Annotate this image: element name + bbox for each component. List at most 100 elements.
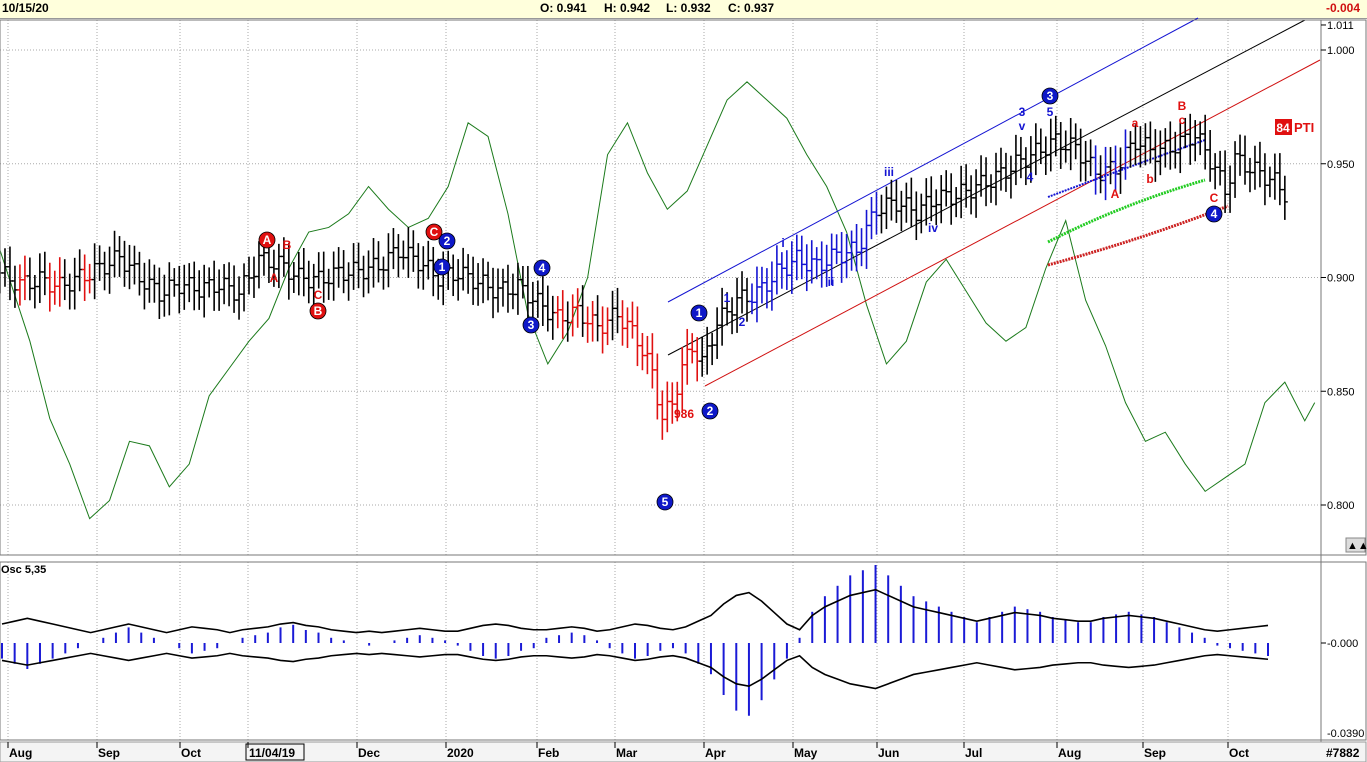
price-bar: [798, 235, 805, 280]
price-bar: [519, 265, 526, 299]
green-line: [0, 81, 1316, 520]
x-label-box: [245, 743, 305, 761]
price-bar: [584, 306, 591, 343]
price-bar: [818, 241, 825, 288]
price-bar: [495, 268, 501, 313]
wave-label: 2: [444, 234, 451, 248]
price-bar: [166, 262, 173, 316]
x-tick-label: May: [794, 746, 818, 760]
open-value: O: 0.941: [540, 1, 587, 15]
price-bar: [958, 165, 965, 219]
wave-label: iii: [884, 165, 894, 179]
price-bar: [216, 269, 223, 311]
x-tick-label: Apr: [705, 746, 726, 760]
price-bar: [649, 333, 656, 389]
wave-label-circle: [309, 302, 327, 320]
price-bars[interactable]: [0, 113, 1288, 440]
price-bar: [1157, 130, 1164, 176]
price-bar: [1107, 147, 1114, 185]
wave-label: 1: [696, 306, 703, 320]
price-bar: [71, 257, 78, 310]
wave-label-circle: [1041, 87, 1059, 105]
grid-lines: [0, 20, 1321, 555]
price-bar: [803, 244, 810, 292]
x-tick-label: Feb: [538, 746, 559, 760]
price-bar: [16, 264, 23, 306]
price-bar: [988, 174, 995, 203]
price-bar: [121, 240, 128, 287]
price-bar: [1202, 114, 1209, 170]
pti-value: 84: [1276, 121, 1290, 135]
price-bar: [126, 244, 133, 290]
wave-label: 5: [1047, 105, 1054, 119]
price-bar: [659, 390, 666, 440]
wave-label: 3: [1019, 105, 1026, 119]
wave-label: C: [1210, 191, 1219, 205]
price-bar: [325, 268, 332, 300]
price-bar: [450, 254, 457, 297]
price-bar: [589, 301, 596, 342]
x-tick-label: 2020: [447, 746, 474, 760]
price-bar: [758, 266, 765, 304]
price-bar: [1187, 113, 1194, 165]
osc-y-tick-label: -0.000: [1327, 638, 1358, 650]
wave-label: B: [1178, 99, 1187, 113]
wave-label: ii: [828, 275, 835, 289]
price-bar: [490, 267, 497, 319]
wave-label: 2: [707, 404, 714, 418]
wave-label: 4: [1211, 207, 1218, 221]
price-bar: [76, 249, 83, 292]
price-bar: [390, 228, 397, 270]
price-bar: [559, 290, 566, 339]
wave-label: 3: [528, 318, 535, 332]
x-tick-label: Aug: [1058, 746, 1081, 760]
price-bar: [226, 262, 233, 307]
price-bar: [176, 265, 183, 314]
price-bar: [315, 252, 322, 289]
change-value: -0.004: [1326, 1, 1361, 15]
price-bar: [908, 177, 915, 228]
price-bar: [136, 251, 143, 296]
price-bar: [848, 230, 855, 271]
wave-label-circle: [433, 258, 451, 276]
price-bar: [420, 246, 427, 290]
price-bar: [146, 259, 153, 303]
price-bar: [1266, 166, 1273, 198]
price-bar: [943, 170, 950, 207]
price-bar: [1037, 128, 1044, 165]
price-bar: [1, 248, 8, 287]
price-bar: [1246, 157, 1253, 193]
price-bar: [300, 247, 307, 297]
price-bar: [1102, 146, 1109, 201]
price-bar: [370, 238, 377, 288]
price-bar: [933, 189, 940, 226]
price-bar: [898, 190, 905, 232]
wave-label-circle: [258, 231, 276, 249]
price-bar: [997, 147, 1004, 191]
wave-label-circle: [522, 316, 540, 334]
price-bar: [948, 173, 955, 225]
wave-label: C: [430, 225, 439, 239]
price-bar: [375, 241, 382, 283]
channel-upper-blue: [667, 17, 1199, 303]
price-bar: [524, 265, 531, 323]
price-bar: [783, 250, 790, 290]
price-bar: [111, 230, 118, 278]
price-bar: [778, 252, 785, 289]
price-bar: [928, 176, 935, 222]
price-bar: [186, 263, 193, 303]
price-bar: [853, 224, 860, 272]
chart-header: 10/15/20 O: 0.941 H: 0.942 L: 0.932 C: 0…: [0, 0, 1367, 19]
price-bar: [365, 250, 372, 294]
price-bar: [813, 247, 820, 280]
wave-label: 3: [1047, 89, 1054, 103]
price-bar: [345, 262, 352, 301]
price-bar: [689, 333, 696, 364]
price-bar: [1256, 141, 1263, 188]
price-bar: [833, 234, 840, 265]
wave-label: i: [781, 236, 784, 250]
wave-label: iv: [928, 221, 938, 235]
price-bar: [704, 326, 711, 375]
